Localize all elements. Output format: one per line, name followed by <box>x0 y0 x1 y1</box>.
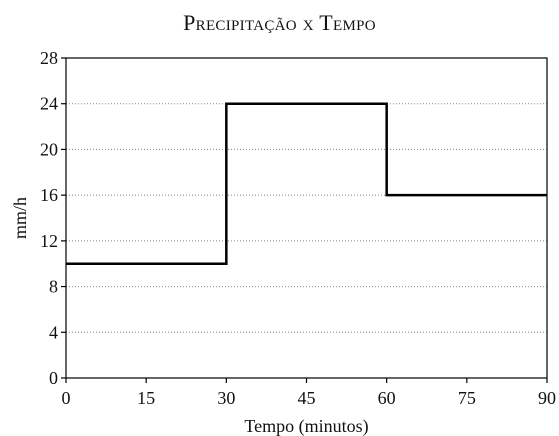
y-tick-label-20: 20 <box>40 139 58 159</box>
series-layer <box>66 102 547 265</box>
y-tick-label-16: 16 <box>40 185 58 205</box>
x-tick-label-30: 30 <box>217 388 235 408</box>
y-tick-label-28: 28 <box>40 48 58 68</box>
x-tick-label-90: 90 <box>538 388 556 408</box>
x-tick-label-75: 75 <box>458 388 476 408</box>
y-tick-label-12: 12 <box>40 231 58 251</box>
x-tick-label-0: 0 <box>62 388 71 408</box>
chart-title: Precipitação x Tempo <box>183 10 376 35</box>
x-tick-label-45: 45 <box>298 388 316 408</box>
series-line-0 <box>66 102 547 265</box>
y-axis-label: mm/h <box>10 197 30 239</box>
y-tick-label-8: 8 <box>49 277 58 297</box>
x-tick-label-15: 15 <box>137 388 155 408</box>
x-tick-label-60: 60 <box>378 388 396 408</box>
grid-layer <box>66 103 547 333</box>
axis-layer: 0 4 8 12 16 20 24 28 0 15 30 45 60 75 90 <box>40 48 556 408</box>
x-axis-label: Tempo (minutos) <box>244 416 368 436</box>
y-tick-label-0: 0 <box>49 368 58 388</box>
y-tick-label-4: 4 <box>49 322 58 342</box>
y-tick-label-24: 24 <box>40 94 58 114</box>
plot-frame <box>65 57 548 379</box>
